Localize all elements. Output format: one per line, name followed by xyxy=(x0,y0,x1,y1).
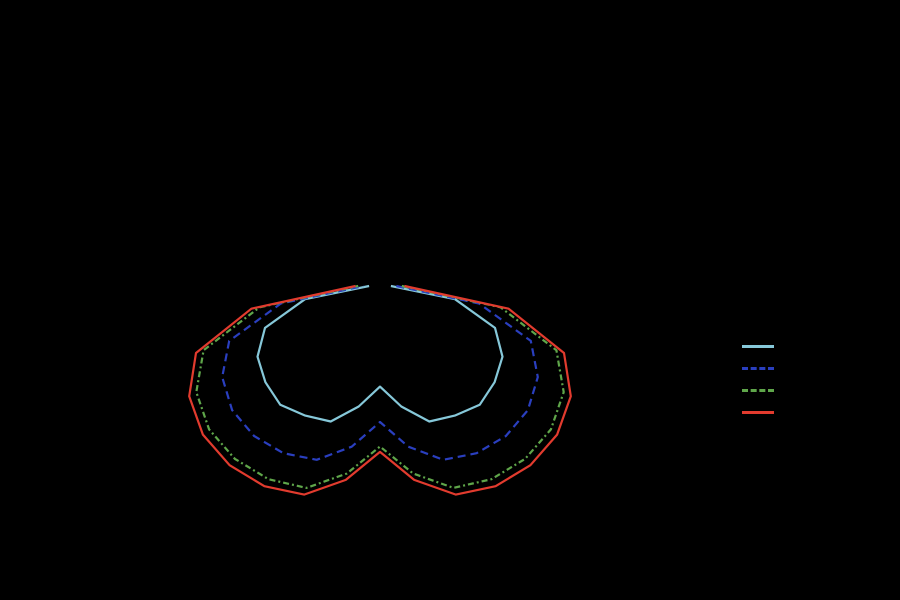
legend-swatch xyxy=(742,345,774,348)
legend-swatch xyxy=(742,367,774,370)
legend-label: d0.2m xyxy=(782,361,818,376)
ring-label: 0 xyxy=(382,279,389,293)
angle-tick-label: 150 xyxy=(223,25,247,41)
angle-tick-label: 90 xyxy=(82,277,98,293)
legend-item: d0.3m xyxy=(742,379,818,401)
angle-tick-label: -30 xyxy=(515,528,535,544)
legend-swatch xyxy=(742,389,774,392)
angle-tick-label: 0 xyxy=(376,567,384,583)
angle-tick-label: 30 xyxy=(227,528,243,544)
polar-chart-svg: ±180 -150 -120 -90 -60 -30 0 30 60 90 120 150 0 100 20… xyxy=(0,0,900,600)
polar-grid xyxy=(108,14,652,558)
angle-tick-label: 120 xyxy=(117,131,141,147)
ring-label: 200 xyxy=(382,170,402,184)
angle-tick-label: -120 xyxy=(618,131,646,147)
angle-tick-label: ±180 xyxy=(364,0,395,2)
legend-label: d0.3m xyxy=(782,383,818,398)
legend-label: d0.4m xyxy=(782,405,818,420)
legend-swatch xyxy=(742,411,774,414)
ring-label: 100 xyxy=(382,225,402,239)
angle-tick-label: -150 xyxy=(511,25,539,41)
angle-tick-label: -90 xyxy=(660,277,680,293)
legend: d(m) d0.1m d0.2m d0.3m d0.4m xyxy=(742,316,818,423)
ring-label: 400 xyxy=(382,61,402,75)
legend-item: d0.1m xyxy=(742,335,818,357)
ring-label: 500 xyxy=(382,7,402,21)
legend-item: d0.4m xyxy=(742,401,818,423)
angle-tick-label: -60 xyxy=(621,422,641,438)
legend-item: d0.2m xyxy=(742,357,818,379)
legend-title: d(m) xyxy=(742,316,818,331)
angle-tick-label: 60 xyxy=(121,422,137,438)
legend-label: d0.1m xyxy=(782,339,818,354)
ring-label: 300 xyxy=(382,116,402,130)
polar-chart-stage: ±180 -150 -120 -90 -60 -30 0 30 60 90 120 150 0 100 20… xyxy=(0,0,900,600)
